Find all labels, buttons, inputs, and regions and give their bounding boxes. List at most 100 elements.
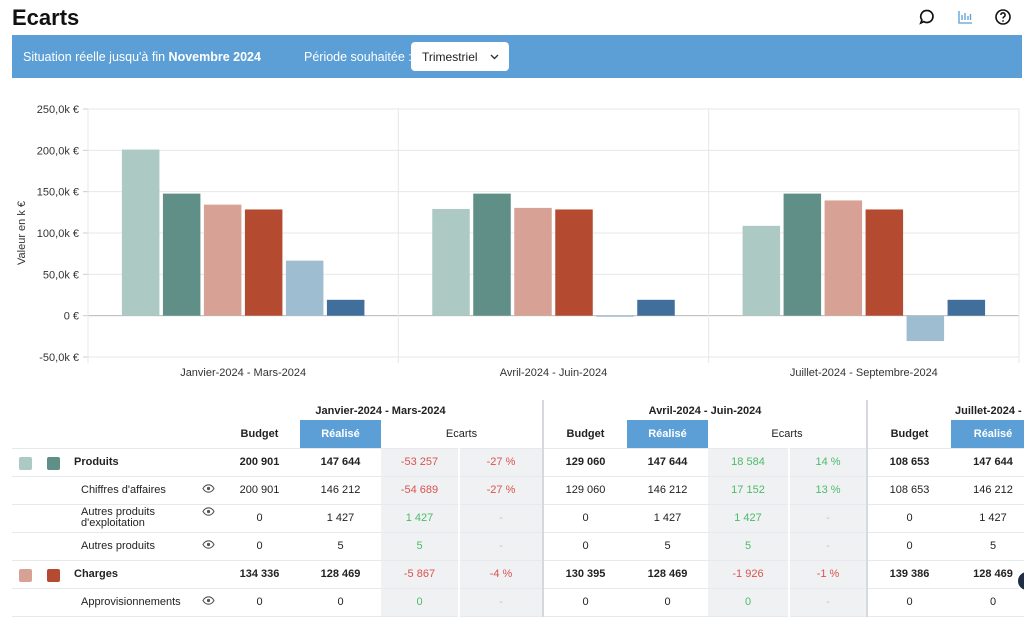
ecart-value-cell: 17 152: [708, 476, 790, 505]
column-header-row: Budget Réalisé Ecarts Budget Réalisé Eca…: [12, 420, 1024, 449]
realise-cell: 146 212: [951, 476, 1024, 505]
realise-cell: 5: [300, 532, 381, 561]
x-tick-label: Avril-2024 - Juin-2024: [500, 367, 607, 379]
y-tick-label: 150,0k €: [37, 187, 79, 199]
y-tick-label: 200,0k €: [37, 145, 79, 157]
eye-icon[interactable]: [202, 484, 215, 493]
realise-cell: 5: [951, 532, 1024, 561]
bar: [162, 193, 201, 316]
periode-select-value: Trimestriel: [422, 50, 478, 64]
help-icon[interactable]: [994, 8, 1012, 26]
periode-label: Période souhaitée :: [304, 50, 412, 64]
ecarts-table: Janvier-2024 - Mars-2024 Avril-2024 - Ju…: [12, 400, 1024, 619]
ecart-value-cell: -54 689: [381, 476, 460, 505]
table-row: Produits 200 901 147 644 -53 257 -27 % 129 06…: [12, 448, 1024, 477]
filter-banner: Situation réelle jusqu'à fin Novembre 20…: [12, 35, 1022, 78]
bar: [947, 299, 986, 316]
bar: [203, 204, 242, 316]
y-tick-label: 0 €: [64, 311, 79, 323]
bar: [596, 315, 634, 317]
bar: [432, 208, 470, 316]
ecart-percent-cell: -: [459, 504, 544, 533]
budget-color-swatch: [19, 456, 32, 470]
budget-cell: 0: [867, 588, 952, 617]
table-row: Chiffres d'affaires 200 901 146 212 -54 689…: [12, 476, 1024, 505]
realise-cell: 128 469: [951, 560, 1024, 589]
bar: [121, 149, 160, 316]
col-budget: Budget: [219, 420, 300, 449]
bar: [824, 200, 863, 316]
table-row: Approvisionnements 0 0 0-0 0 0-0 0: [12, 588, 1024, 617]
ecart-percent-cell: 13 %: [789, 476, 869, 505]
row-label: Charges: [12, 560, 219, 589]
budget-cell: 200 901: [219, 448, 300, 477]
budget-cell: 0: [219, 588, 300, 617]
table-row: Autres produits d'exploitation 0 1 427 1 427…: [12, 504, 1024, 533]
bar: [906, 315, 945, 342]
realise-cell: 0: [300, 588, 381, 617]
x-tick-label: Juillet-2024 - Septembre-2024: [790, 367, 938, 379]
ecart-value-cell: 5: [381, 532, 460, 561]
realise-cell: 5: [627, 532, 708, 561]
row-label: Produits: [12, 448, 219, 477]
y-tick-label: 50,0k €: [43, 269, 79, 281]
col-ecarts: Ecarts: [381, 420, 544, 449]
budget-color-swatch: [19, 568, 32, 582]
bar: [244, 209, 283, 316]
ecart-percent-cell: -27 %: [459, 448, 544, 477]
ecart-value-cell: -53 257: [381, 448, 460, 477]
budget-cell: 0: [543, 504, 627, 533]
eye-icon[interactable]: [202, 540, 215, 549]
table-row: Charges 134 336 128 469 -5 867 -4 % 130 395 12…: [12, 560, 1024, 589]
budget-cell: 130 395: [543, 560, 627, 589]
ecart-value-cell: 5: [708, 532, 790, 561]
budget-cell: 108 653: [867, 448, 952, 477]
y-tick-label: -50,0k €: [39, 352, 79, 364]
realise-color-swatch: [47, 568, 60, 582]
bar-chart-icon[interactable]: [956, 8, 974, 26]
budget-cell: 108 653: [867, 476, 952, 505]
ecart-percent-cell: -: [459, 588, 544, 617]
ecart-percent-cell: -27 %: [459, 476, 544, 505]
realise-cell: 146 212: [300, 476, 381, 505]
eye-icon[interactable]: [202, 507, 215, 516]
y-tick-label: 100,0k €: [37, 228, 79, 240]
col-ecarts: Ecarts: [708, 420, 869, 449]
row-label: Chiffres d'affaires: [12, 476, 219, 505]
row-label: Autres produits d'exploitation: [12, 504, 219, 533]
ecart-value-cell: -5 867: [381, 560, 460, 589]
budget-cell: 0: [543, 588, 627, 617]
x-tick-label: Janvier-2024 - Mars-2024: [180, 367, 306, 379]
budget-cell: 0: [867, 504, 952, 533]
top-bar: Ecarts: [0, 0, 1024, 36]
realise-cell: 147 644: [951, 448, 1024, 477]
bar: [555, 209, 593, 316]
eye-icon[interactable]: [202, 596, 215, 605]
budget-cell: 134 336: [219, 560, 300, 589]
situation-month: Novembre 2024: [168, 50, 261, 64]
ecart-percent-cell: -: [789, 532, 869, 561]
realise-cell: 0: [951, 588, 1024, 617]
realise-cell: 128 469: [627, 560, 708, 589]
realise-cell: 128 469: [300, 560, 381, 589]
ecart-value-cell: 1 427: [708, 504, 790, 533]
periode-select[interactable]: Trimestriel: [411, 42, 509, 71]
realise-cell: 0: [627, 588, 708, 617]
comment-icon[interactable]: [918, 8, 936, 26]
realise-cell: 1 427: [951, 504, 1024, 533]
budget-cell: 129 060: [543, 448, 627, 477]
row-label: Autres produits: [12, 532, 219, 561]
table-row: Autres produits 0 5 5-0 5 5-0 5: [12, 532, 1024, 561]
col-realise: Réalisé: [627, 420, 708, 449]
ecart-percent-cell: -: [789, 504, 869, 533]
budget-cell: 0: [219, 532, 300, 561]
budget-cell: 0: [543, 532, 627, 561]
budget-cell: 129 060: [543, 476, 627, 505]
ecart-percent-cell: -: [459, 532, 544, 561]
bar: [514, 207, 552, 316]
bar: [285, 260, 324, 316]
situation-text: Situation réelle jusqu'à fin Novembre 20…: [23, 50, 261, 64]
period-header-row: Janvier-2024 - Mars-2024 Avril-2024 - Ju…: [12, 400, 1024, 420]
y-axis-label: Valeur en k €: [16, 201, 28, 265]
col-realise: Réalisé: [951, 420, 1024, 449]
